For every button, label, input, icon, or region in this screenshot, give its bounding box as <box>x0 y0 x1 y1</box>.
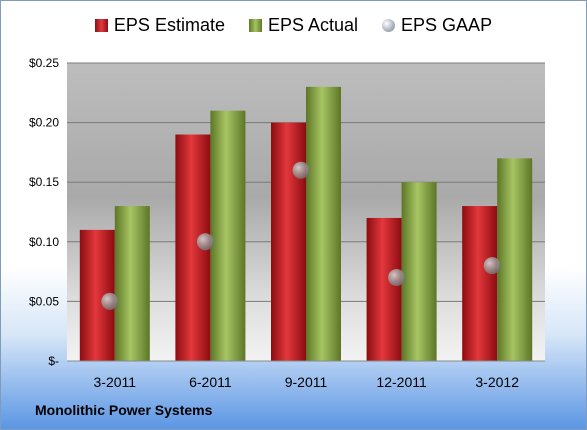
x-tick-label: 9-2011 <box>285 374 328 390</box>
x-tick-label: 6-2011 <box>189 374 232 390</box>
point-eps-gaap <box>292 161 310 179</box>
legend-swatch-gaap <box>382 19 396 32</box>
x-tick-label: 3-2011 <box>94 374 137 390</box>
legend-label-gaap: EPS GAAP <box>401 15 493 35</box>
bar-eps-actual <box>497 158 533 361</box>
legend-item-actual: EPS Actual <box>248 15 359 36</box>
y-tick-label: $0.25 <box>29 56 59 70</box>
point-eps-gaap <box>388 269 406 287</box>
point-eps-gaap <box>101 292 119 310</box>
bar-eps-actual <box>114 206 150 361</box>
legend: EPS Estimate EPS Actual EPS GAAP <box>1 15 586 36</box>
point-eps-gaap <box>196 233 214 251</box>
company-name: Monolithic Power Systems <box>35 402 213 418</box>
bar-eps-estimate <box>366 217 402 361</box>
bar-eps-estimate <box>462 206 498 361</box>
legend-item-gaap: EPS GAAP <box>382 15 492 36</box>
x-tick-label: 12-2011 <box>376 374 427 390</box>
x-tick-label: 3-2012 <box>475 374 519 390</box>
y-tick-label: $0.20 <box>29 116 59 130</box>
y-tick-label: $- <box>48 354 59 368</box>
legend-label-estimate: EPS Estimate <box>113 15 225 35</box>
y-tick-label: $0.05 <box>29 294 59 308</box>
bar-eps-actual <box>401 182 437 361</box>
point-eps-gaap <box>483 257 501 275</box>
legend-item-estimate: EPS Estimate <box>94 15 225 36</box>
legend-label-actual: EPS Actual <box>267 15 359 35</box>
y-tick-label: $0.10 <box>29 235 59 249</box>
bar-eps-actual <box>306 86 341 361</box>
bar-eps-estimate <box>271 122 306 361</box>
legend-swatch-estimate <box>94 19 108 32</box>
legend-swatch-actual <box>248 19 262 32</box>
y-tick-label: $0.15 <box>29 175 59 189</box>
bar-eps-actual <box>210 110 246 362</box>
